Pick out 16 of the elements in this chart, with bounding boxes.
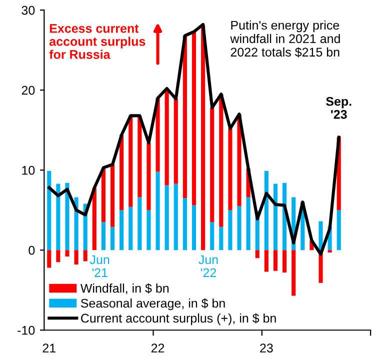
x-tick-label: 23	[260, 344, 273, 352]
legend-label: Seasonal average, in $ bn	[80, 298, 225, 310]
legend-label: Windfall, in $ bn	[80, 283, 169, 294]
y-tick-label: 0	[28, 246, 35, 255]
annotation: Jun '21	[90, 255, 110, 277]
annotation: Putin's energy price windfall in 2021 and 2022 totals $215 bn	[230, 20, 340, 58]
y-tick-label: -10	[18, 326, 35, 335]
annotation: Excess current account surplus for Russia	[49, 24, 146, 59]
y-tick-label: 20	[22, 86, 35, 95]
x-tick-label: 22	[151, 344, 164, 352]
annotation: Sep. '23	[326, 96, 352, 119]
x-tick-label: 21	[42, 344, 56, 352]
y-tick-label: 10	[22, 166, 35, 175]
annotation: Jun '22	[198, 255, 218, 277]
legend-label: Current account surplus (+), in $ bn	[81, 313, 276, 326]
y-tick-label: 30	[22, 6, 35, 15]
